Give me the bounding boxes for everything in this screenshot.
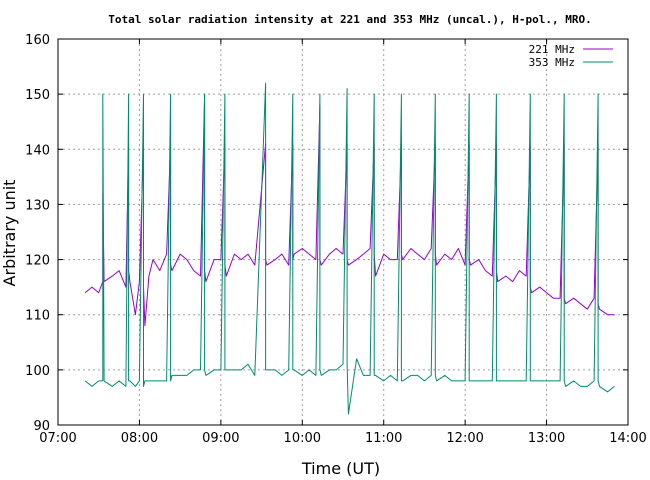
y-tick-label: 130 [25, 198, 50, 213]
legend-label: 221 MHz [529, 43, 575, 56]
x-tick-label: 12:00 [446, 431, 483, 446]
y-tick-label: 90 [33, 419, 50, 434]
y-tick-label: 100 [25, 364, 50, 379]
y-tick-label: 160 [25, 33, 50, 48]
x-tick-label: 07:00 [39, 431, 76, 446]
y-tick-label: 120 [25, 254, 50, 269]
x-tick-label: 13:00 [528, 431, 565, 446]
axis-ticks: 90 100 110 120 130 140 150 160 07:00 08:00 09:00 10… [25, 33, 647, 446]
chart-title: Total solar radiation intensity at 221 a… [108, 13, 591, 26]
series-lines [84, 82, 615, 415]
x-tick-label: 11:00 [365, 431, 402, 446]
legend-label: 353 MHz [529, 56, 575, 69]
series-line-0 [84, 93, 615, 327]
y-tick-label: 150 [25, 88, 50, 103]
x-tick-label: 14:00 [609, 431, 646, 446]
y-tick-label: 110 [25, 309, 50, 324]
series-line-1 [84, 82, 615, 415]
y-tick-label: 140 [25, 143, 50, 158]
x-tick-label: 09:00 [202, 431, 239, 446]
y-axis-label: Arbitrary unit [0, 180, 19, 287]
x-tick-label: 10:00 [284, 431, 321, 446]
plot-frame [57, 38, 629, 426]
x-tick-label: 08:00 [121, 431, 158, 446]
x-axis-label: Time (UT) [301, 459, 380, 478]
